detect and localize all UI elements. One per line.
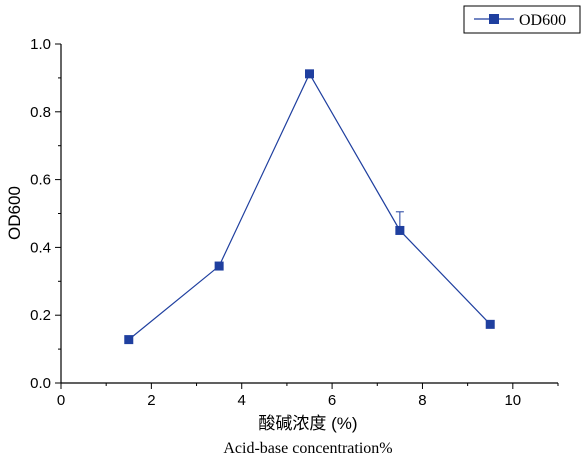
y-tick-label: 0.8: [30, 104, 51, 121]
y-tick-label: 0.4: [30, 239, 51, 256]
data-point: [305, 69, 314, 79]
data-point: [124, 335, 134, 345]
data-point: [395, 225, 405, 235]
x-tick-label: 2: [147, 392, 155, 409]
legend-marker: [489, 14, 499, 24]
x-tick-label: 4: [238, 392, 246, 409]
x-tick-label: 10: [504, 392, 521, 409]
y-tick-label: 0.0: [30, 375, 51, 392]
legend: OD600: [463, 5, 581, 34]
series-layer: [124, 69, 495, 345]
y-tick-label: 0.6: [30, 172, 51, 189]
data-point: [214, 261, 224, 271]
x-tick-label: 8: [418, 392, 426, 409]
x-axis-secondary-label: Acid-base concentration%: [223, 440, 392, 457]
y-tick-label: 0.2: [30, 307, 51, 324]
legend-label: OD600: [519, 12, 566, 29]
series-line: [128, 72, 491, 341]
x-tick-label: 6: [328, 392, 336, 409]
y-axis-label: OD600: [5, 186, 24, 240]
x-tick-label: 0: [57, 392, 65, 409]
x-axis-label: 酸碱浓度 (%): [258, 414, 357, 433]
ticks: 0 2 4 6 8 10 0.0 0.2 0.4 0.6 0.8 1.0: [30, 36, 559, 409]
data-point: [485, 319, 495, 329]
y-tick-label: 1.0: [30, 36, 51, 53]
axes: [60, 44, 558, 384]
